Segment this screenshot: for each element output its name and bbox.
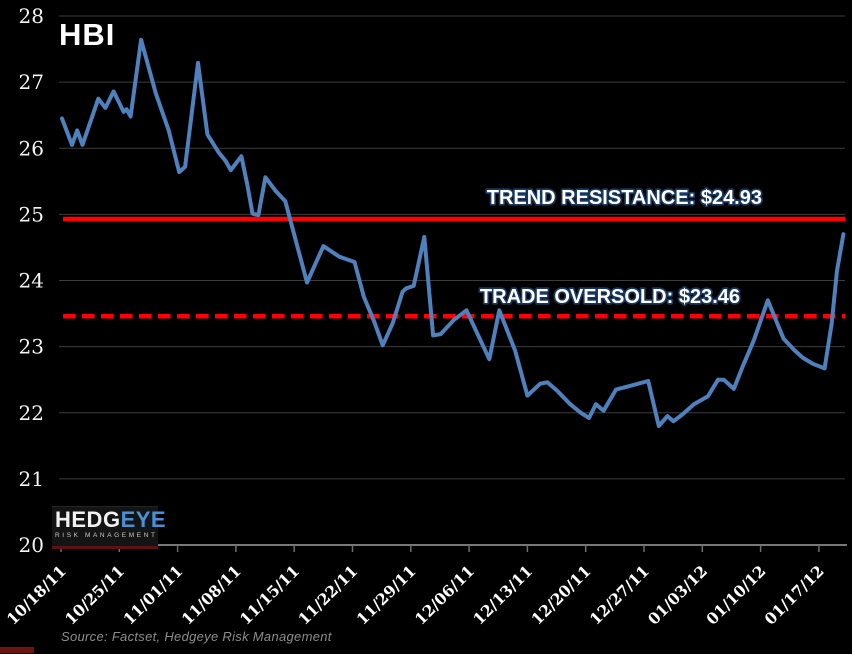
logo-text-eye: EYE <box>120 507 167 532</box>
bottom-left-red-bar <box>0 647 34 653</box>
x-axis-label: 10/18/11 <box>3 561 70 628</box>
y-axis-label: 28 <box>19 4 44 28</box>
price-line-series <box>60 37 846 428</box>
logo-subtitle: RISK MANAGEMENT <box>55 532 158 539</box>
logo-wordmark: HEDGEYE <box>55 507 166 532</box>
y-axis-label: 21 <box>19 467 44 491</box>
hedgeye-logo: HEDGEYE RISK MANAGEMENT <box>52 506 166 549</box>
x-axis-label: 11/22/11 <box>294 561 361 628</box>
x-axis-label: 01/03/12 <box>644 561 711 628</box>
trade-oversold-label: TRADE OVERSOLD: $23.46 <box>480 286 740 308</box>
y-axis-label: 26 <box>19 136 44 160</box>
x-axis-label: 12/27/11 <box>586 561 653 628</box>
y-axis-label: 25 <box>19 202 44 226</box>
y-axis-label: 22 <box>19 401 44 425</box>
logo-text-hedg: HEDG <box>55 507 121 532</box>
x-axis-label: 12/13/11 <box>469 561 536 628</box>
chart-title: HBI <box>59 17 116 52</box>
x-axis-label: 11/01/11 <box>119 561 186 628</box>
x-axis-label: 11/08/11 <box>178 561 245 628</box>
y-axis-label: 23 <box>19 335 44 359</box>
logo-red-underline <box>52 546 158 549</box>
x-axis-label: 11/15/11 <box>236 561 303 628</box>
x-axis-label: 10/25/11 <box>61 561 128 628</box>
x-axis-label: 11/29/11 <box>352 561 419 628</box>
x-axis-label: 01/10/12 <box>702 561 769 628</box>
x-axis-label: 12/06/11 <box>411 561 478 628</box>
x-axis-label: 12/20/11 <box>527 561 594 628</box>
source-note: Source: Factset, Hedgeye Risk Management <box>61 629 332 644</box>
y-axis-label: 24 <box>19 269 44 293</box>
x-axis-label: 01/17/12 <box>761 561 828 628</box>
y-axis-label: 27 <box>19 70 44 94</box>
y-axis-label: 20 <box>19 533 44 557</box>
trend-resistance-label: TREND RESISTANCE: $24.93 <box>487 187 762 209</box>
